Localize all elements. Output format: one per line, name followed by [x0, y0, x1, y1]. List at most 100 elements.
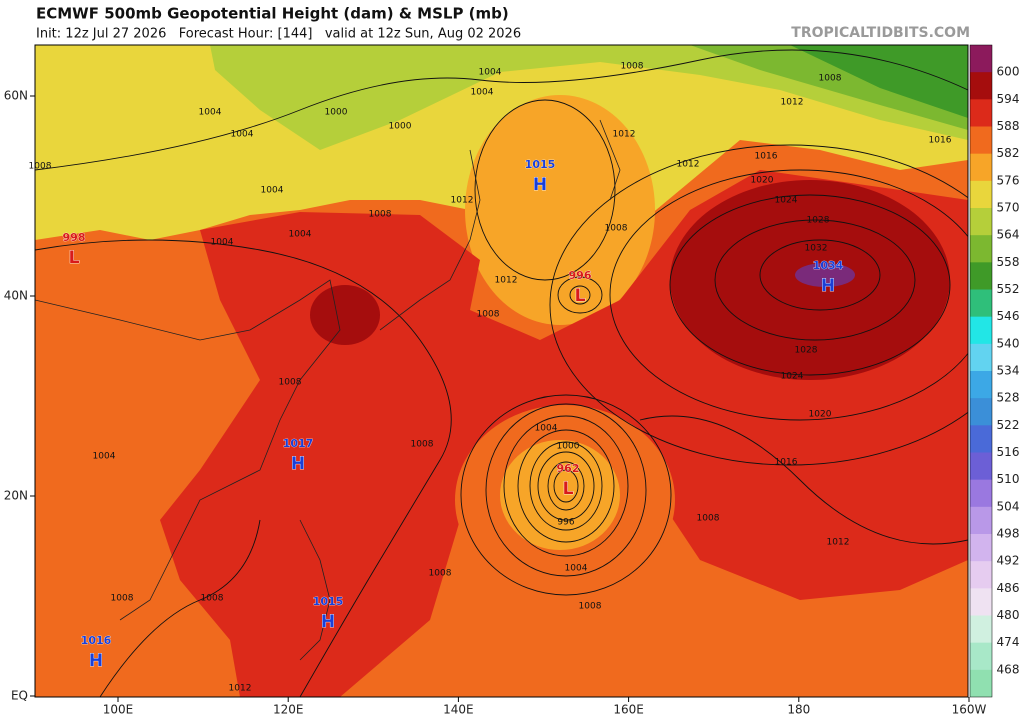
center-value: 1015 — [525, 158, 556, 171]
colorbar-swatch — [970, 479, 992, 508]
colorbar-swatch — [970, 561, 992, 589]
center-value: 1016 — [81, 634, 112, 647]
center-letter: L — [575, 286, 586, 306]
isobar-label: 1000 — [557, 442, 580, 452]
lon-label: 160W — [952, 703, 987, 717]
isobar-label: 1008 — [621, 62, 644, 72]
colorbar-label: 516 — [997, 445, 1020, 459]
isobar-label: 1004 — [211, 238, 234, 248]
isobar-label: 1032 — [805, 244, 828, 254]
isobar-label: 1012 — [781, 98, 804, 108]
colorbar-swatch — [970, 45, 992, 73]
colorbar-swatch — [970, 153, 992, 182]
colorbar-label: 504 — [997, 499, 1020, 513]
height-fill — [500, 440, 620, 550]
title: ECMWF 500mb Geopotential Height (dam) & … — [36, 5, 509, 23]
map-area — [35, 45, 968, 697]
isobar-label: 1012 — [613, 130, 636, 140]
isobar-label: 1016 — [775, 458, 798, 468]
colorbar-swatch — [970, 669, 992, 697]
colorbar-swatch — [970, 180, 992, 209]
isobar-label: 1008 — [605, 224, 628, 234]
isobar-label: 1004 — [471, 88, 494, 98]
lon-label: 160E — [613, 703, 644, 717]
center-value: 998 — [63, 231, 86, 244]
center-letter: H — [533, 175, 547, 195]
colorbar-frame — [969, 44, 993, 698]
colorbar-label: 492 — [997, 554, 1020, 568]
center-letter: H — [321, 612, 335, 632]
isobar-label: 1004 — [199, 108, 222, 118]
colorbar-label: 486 — [997, 581, 1020, 595]
lon-label: 120E — [273, 703, 304, 717]
colorbar-label: 588 — [997, 119, 1020, 133]
colorbar-label: 576 — [997, 173, 1020, 187]
isobar-label: 1016 — [929, 136, 952, 146]
isobar-label: 1028 — [807, 216, 830, 226]
center-letter: H — [89, 651, 103, 671]
colorbar-label: 480 — [997, 608, 1020, 622]
height-fill — [790, 45, 968, 118]
colorbar-label: 540 — [997, 336, 1020, 350]
isobar-label: 1004 — [93, 452, 116, 462]
colorbar-label: 522 — [997, 418, 1020, 432]
isobars — [35, 49, 968, 697]
isobar-label: 1008 — [411, 440, 434, 450]
credit: TROPICALTIDBITS.COM — [791, 25, 970, 41]
colorbar-label: 570 — [997, 201, 1020, 215]
colorbar-swatch — [970, 262, 992, 290]
isobar-label: 1000 — [325, 108, 348, 118]
isobar-label: 1008 — [111, 594, 134, 604]
isobar-label: 1004 — [565, 564, 588, 574]
colorbar-label: 468 — [997, 662, 1020, 676]
colorbar-swatch — [970, 452, 992, 481]
height-fill — [795, 263, 855, 287]
colorbar-swatch — [970, 316, 992, 345]
colorbar-label: 534 — [997, 364, 1020, 378]
isobar-label: 1004 — [535, 424, 558, 434]
subtitle: Init: 12z Jul 27 2026 Forecast Hour: [14… — [36, 27, 521, 42]
colorbar-label: 474 — [997, 635, 1020, 649]
lat-label: 40N — [4, 289, 28, 303]
height-fill — [310, 285, 380, 345]
isobar-label: 1016 — [755, 152, 778, 162]
colorbar-label: 558 — [997, 255, 1020, 269]
colorbar-label: 546 — [997, 309, 1020, 323]
isobar-label: 1020 — [751, 176, 774, 186]
isobar-label: 1004 — [261, 186, 284, 196]
isobar-label: 1000 — [389, 122, 412, 132]
colorbar-swatch — [970, 371, 992, 399]
colorbar-swatch — [970, 588, 992, 616]
isobar-label: 996 — [557, 518, 574, 528]
colorbar-swatch — [970, 398, 992, 426]
isobar-label: 1012 — [495, 276, 518, 286]
isobar-label: 1012 — [229, 684, 252, 694]
isobar-label: 1008 — [201, 594, 224, 604]
colorbar-label: 582 — [997, 146, 1020, 160]
isobar-label: 1008 — [819, 74, 842, 84]
colorbar-swatch — [970, 99, 992, 127]
height-fill — [465, 95, 655, 325]
center-value: 1015 — [313, 595, 344, 608]
isobar-label: 1012 — [677, 160, 700, 170]
center-value: 1034 — [813, 259, 844, 272]
colorbar-swatch — [970, 642, 992, 671]
map-frame — [34, 44, 969, 698]
colorbar-label: 594 — [997, 92, 1020, 106]
isobar-label: 1024 — [775, 196, 798, 206]
isobar-label: 1008 — [697, 514, 720, 524]
center-letter: L — [563, 479, 574, 499]
lat-label: 60N — [4, 89, 28, 103]
isobar-label: 1012 — [827, 538, 850, 548]
isobar-label: 1008 — [279, 378, 302, 388]
colorbar-label: 528 — [997, 391, 1020, 405]
colorbar-label: 510 — [997, 472, 1020, 486]
colorbar-swatch — [970, 343, 992, 372]
lat-label: 20N — [4, 489, 28, 503]
isobar-label: 1020 — [809, 410, 832, 420]
colorbar-swatch — [970, 289, 992, 318]
isobar-label: 1008 — [477, 310, 500, 320]
isobar-label: 1028 — [795, 346, 818, 356]
colorbar-swatch — [970, 235, 992, 263]
